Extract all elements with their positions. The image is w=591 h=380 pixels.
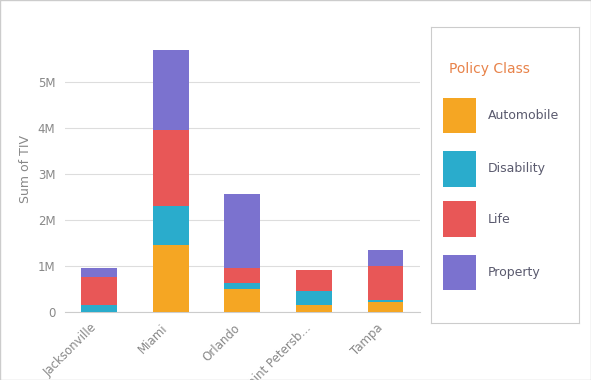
Bar — [225, 283, 260, 289]
Bar — [152, 206, 189, 245]
Bar — [225, 268, 260, 283]
Bar — [152, 49, 189, 130]
Text: Disability: Disability — [488, 162, 545, 176]
Bar — [81, 277, 117, 305]
Text: Life: Life — [488, 213, 510, 226]
Bar — [368, 302, 404, 312]
Bar — [296, 291, 332, 305]
Bar — [225, 195, 260, 268]
Bar — [368, 250, 404, 266]
Bar — [296, 305, 332, 312]
Bar — [443, 201, 476, 237]
Bar — [443, 255, 476, 290]
Bar — [368, 300, 404, 302]
Text: Automobile: Automobile — [488, 109, 559, 122]
Text: Property: Property — [488, 266, 540, 279]
Bar — [152, 130, 189, 206]
Bar — [368, 266, 404, 300]
Bar — [296, 270, 332, 291]
Bar — [225, 289, 260, 312]
Bar — [443, 151, 476, 187]
Bar — [81, 268, 117, 277]
Bar — [81, 305, 117, 312]
Y-axis label: Sum of TIV: Sum of TIV — [19, 135, 32, 203]
Text: Policy Class: Policy Class — [449, 62, 530, 76]
Bar — [443, 98, 476, 133]
Bar — [152, 245, 189, 312]
